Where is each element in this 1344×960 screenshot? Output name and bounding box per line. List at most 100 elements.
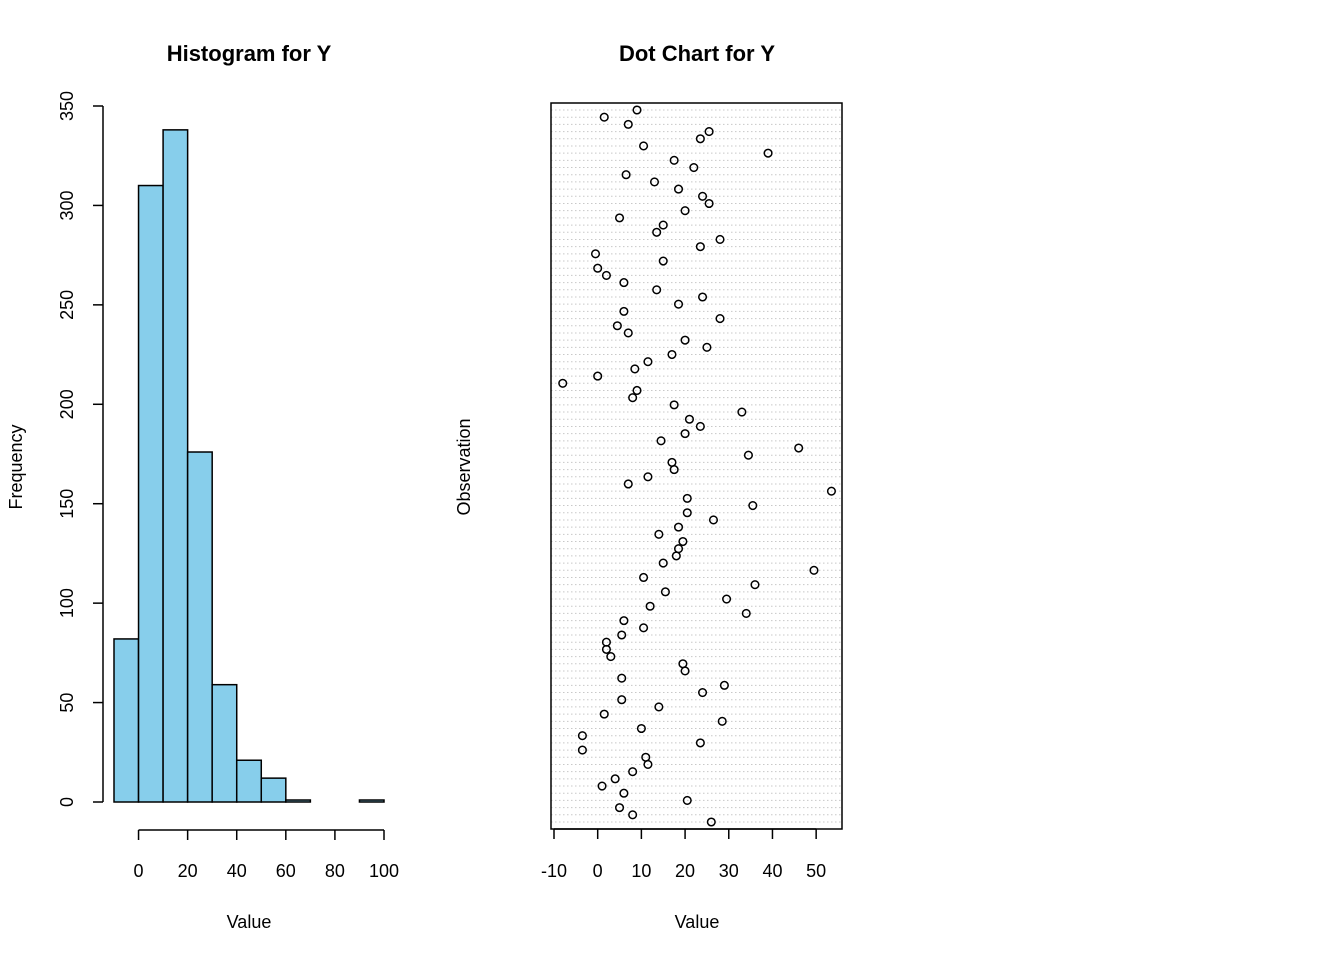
histogram-y-tick-label: 50 [57,693,77,713]
dotchart-point [577,745,587,755]
histogram-y-axis: 0 50 100 150 200 250 300 350 [57,91,104,807]
histogram-bar [235,759,263,803]
dotchart-point [623,119,633,129]
histogram-y-tick-label: 300 [57,190,77,220]
dotchart-point [593,263,603,273]
histogram-x-tick-label: 80 [325,861,345,881]
dotchart-point [643,357,653,367]
dotchart-point [630,364,640,374]
dotchart-point [645,601,655,611]
dotchart-x-tick-label: 50 [806,861,826,881]
dotchart-point [601,637,611,647]
dotchart-point [715,314,725,324]
dotchart-point [658,256,668,266]
dotchart-point [639,572,649,583]
histogram-x-tick-label: 20 [178,861,198,881]
histogram-bar [162,129,189,803]
histogram-x-axis-label: Value [227,912,272,932]
dotchart-point [643,472,653,482]
dotchart-point [619,616,629,626]
dotchart-point [628,393,638,403]
dotchart-point [702,342,712,352]
dotchart-point [632,385,642,396]
dotchart-point [698,292,708,302]
dotchart-x-tick-label: 20 [675,861,695,881]
histogram-x-tick-label: 60 [276,861,296,881]
dotchart-point [590,249,601,259]
dotchart-point [628,767,638,777]
dotchart-point [704,127,714,137]
dotchart-point [667,349,677,360]
dotchart-point [673,522,684,532]
dotchart-point [639,623,649,633]
dotchart-x-tick-label: 30 [719,861,739,881]
histogram-bar [137,184,164,803]
histogram-y-tick-label: 150 [57,489,77,519]
dotchart-point [660,587,670,597]
histogram-y-tick-label: 100 [57,588,77,618]
dotchart-point [680,429,690,439]
dotchart-point [717,716,727,726]
dotchart-point [682,795,692,805]
histogram-y-tick-label: 200 [57,389,77,419]
histogram-y-tick-label: 250 [57,290,77,320]
dotchart-point [614,213,625,223]
dotchart-point [722,594,732,604]
histogram-bar [260,777,287,803]
dotchart-point [577,731,587,741]
dotchart-point [658,220,668,230]
dotchart-panel: Dot Chart for Y Value Observation -10 0 10… [454,41,843,932]
dotchart-point [673,184,684,194]
dotchart-point [698,687,708,698]
histogram-bar [211,683,238,803]
histogram-x-axis: 0 20 40 60 80 100 [134,829,399,881]
dotchart-point [704,198,714,209]
dotchart-point [708,515,719,525]
dotchart-point [743,450,753,460]
dotchart-x-axis: -10 0 10 20 30 40 50 [541,828,826,881]
dotchart-point [680,335,690,345]
dotchart-point [641,752,651,762]
dotchart-point [682,508,692,518]
dotchart-point [673,544,684,554]
dotchart-point [639,141,649,151]
dotchart-x-tick-label: -10 [541,861,567,881]
dotchart-point [695,134,705,144]
dotchart-point [606,652,616,662]
dotchart-point [623,479,633,489]
dotchart-point [695,421,705,431]
dotchart-point [695,738,705,748]
histogram-x-tick-label: 100 [369,861,399,881]
dotchart-point [737,407,747,417]
dotchart-point [678,659,688,669]
dotchart-point [619,306,629,316]
dotchart-x-tick-label: 0 [593,861,603,881]
dotchart-plot-frame [550,102,843,830]
dotchart-point [706,817,716,827]
histogram-bars [113,129,385,803]
dotchart-point [558,378,568,388]
dotchart-point [658,558,668,568]
dotchart-gridlines [551,109,842,823]
histogram-x-tick-label: 0 [134,861,144,881]
dotchart-x-tick-label: 40 [762,861,782,881]
dotchart-point [599,709,609,719]
dotchart-point [628,810,638,820]
dotchart-point [763,148,773,158]
dotchart-point [667,457,677,467]
dotchart-point [656,436,666,446]
dotchart-point [612,321,622,331]
histogram-y-tick-label: 0 [57,797,77,807]
dotchart-point [617,695,627,705]
dotchart-point [614,803,625,813]
dotchart-point [654,529,664,539]
histogram-bar [113,638,140,803]
dotchart-point [654,702,664,712]
dotchart-point [678,536,688,547]
dotchart-point [621,170,631,180]
dotchart-point [684,414,694,424]
dotchart-point [617,630,627,640]
histogram-y-axis-label: Frequency [6,424,26,509]
dotchart-point [619,788,629,798]
